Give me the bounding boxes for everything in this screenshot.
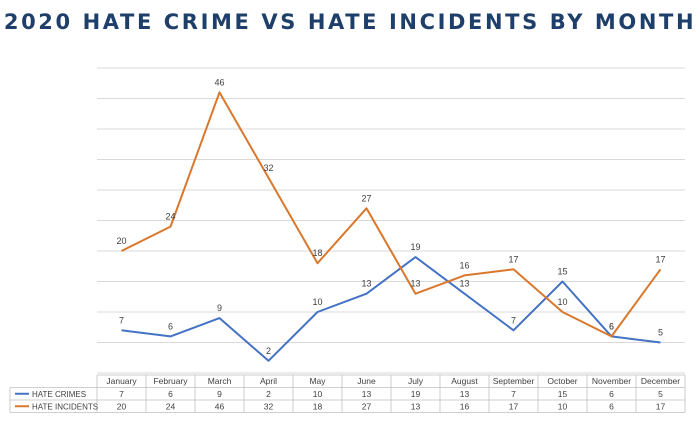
month-label: September [493,376,535,386]
table-cell: 19 [411,389,421,399]
table-cell: 46 [215,401,225,411]
data-label: 2 [266,346,271,356]
table-cell: 6 [168,389,173,399]
table-cell: 15 [558,389,568,399]
table-cell: 2 [266,389,271,399]
data-label: 13 [459,279,469,289]
data-label: 46 [214,77,224,87]
chart-title: 2020 HATE CRIME VS HATE INCIDENTS BY MON… [3,10,697,34]
data-label: 13 [410,279,420,289]
month-label: March [208,376,232,386]
month-label: August [451,376,478,386]
data-label: 19 [410,242,420,252]
table-cell: 5 [658,389,663,399]
table-cell: 6 [609,389,614,399]
data-label: 7 [511,315,516,325]
data-label: 17 [508,254,518,264]
data-label: 6 [168,321,173,331]
series-line-hate-incidents [121,91,662,338]
table-cell: 17 [656,401,666,411]
table-cell: 10 [313,389,323,399]
data-label: 32 [263,163,273,173]
gridlines [97,67,685,374]
data-label: 18 [312,248,322,258]
table-cell: 20 [117,401,127,411]
data-label: 16 [459,260,469,270]
month-label: July [408,376,424,386]
table-cell: 7 [511,389,516,399]
data-label: 20 [116,236,126,246]
data-table: January February March April May June July Augu… [9,374,686,413]
month-label: February [153,376,188,386]
month-label: November [592,376,631,386]
month-label: April [260,376,277,386]
table-cell: 18 [313,401,323,411]
data-label: 6 [609,321,614,331]
month-label: May [309,376,326,386]
table-cell: 13 [460,389,470,399]
month-label: October [547,376,577,386]
table-cell: 32 [264,401,274,411]
table-cell: 7 [119,389,124,399]
table-cell: 10 [558,401,568,411]
table-cell: 6 [609,401,614,411]
data-label: 24 [165,212,175,222]
data-label: 17 [655,254,665,264]
data-label: 10 [557,297,567,307]
month-label: January [106,376,137,386]
data-label: 15 [557,267,567,277]
table-cell: 9 [217,389,222,399]
data-label: 9 [217,303,222,313]
table-cell: 27 [362,401,372,411]
legend-label: HATE INCIDENTS [32,402,98,411]
data-label: 7 [119,315,124,325]
table-cell: 13 [411,401,421,411]
series-lines [121,91,662,362]
month-label: December [641,376,680,386]
data-label: 10 [312,297,322,307]
data-label: 27 [361,193,371,203]
data-label: 6 [609,321,614,331]
series-line-hate-crimes [121,256,661,362]
table-cell: 17 [509,401,519,411]
month-label: June [357,376,376,386]
data-label: 5 [658,328,663,338]
legend-label: HATE CRIMES [32,390,86,399]
table-cell: 13 [362,389,372,399]
table-cell: 24 [166,401,176,411]
table-cell: 16 [460,401,470,411]
data-label: 13 [361,279,371,289]
